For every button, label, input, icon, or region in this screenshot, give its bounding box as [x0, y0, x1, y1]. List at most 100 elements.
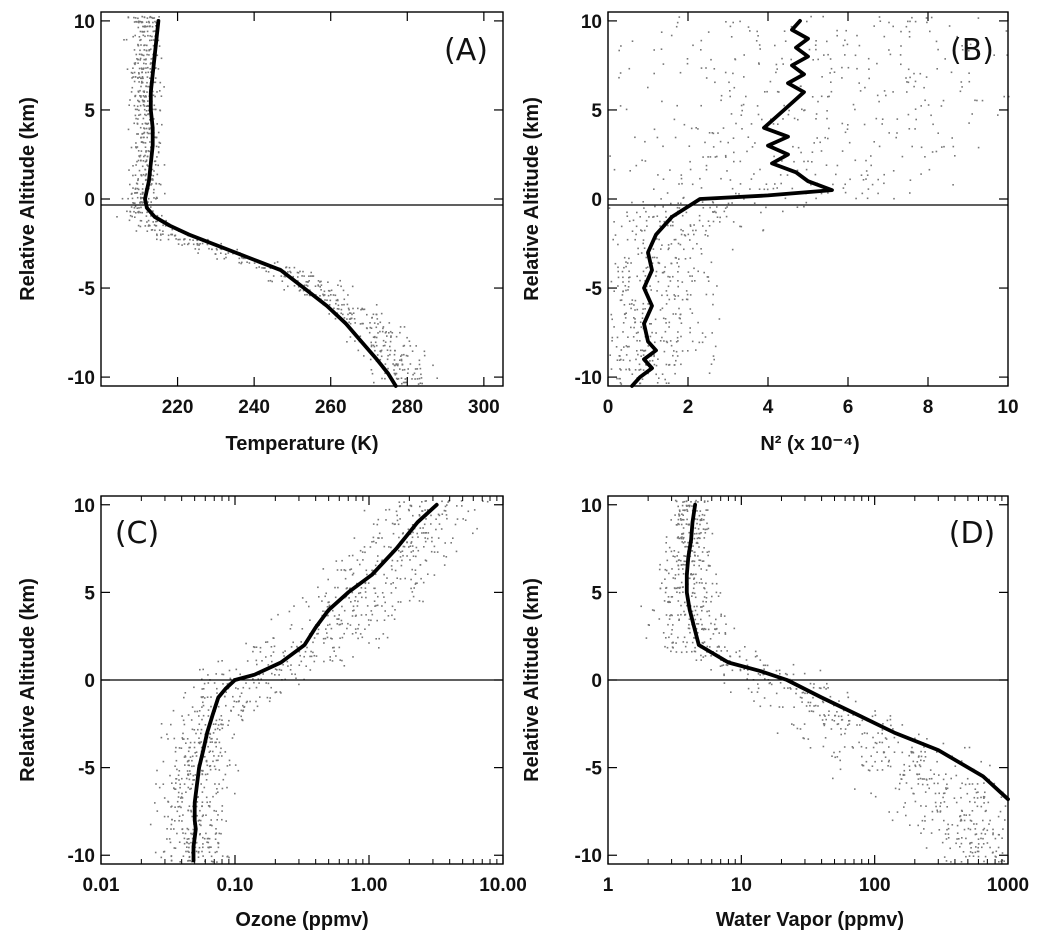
scatter-point [838, 750, 841, 753]
scatter-point [170, 823, 173, 826]
scatter-point [201, 850, 203, 853]
scatter-point [623, 256, 626, 259]
scatter-point [402, 545, 405, 548]
scatter-point [133, 207, 136, 209]
scatter-point [702, 560, 705, 562]
scatter-point [391, 522, 394, 525]
scatter-point [414, 368, 417, 370]
scatter-point [661, 336, 663, 339]
scatter-point [301, 597, 304, 599]
scatter-point [680, 651, 683, 654]
scatter-point [692, 573, 695, 576]
scatter-point [674, 136, 677, 139]
scatter-point [716, 646, 719, 648]
scatter-point [761, 118, 763, 121]
scatter-point [226, 786, 228, 789]
scatter-point [402, 345, 405, 347]
scatter-point [930, 114, 932, 117]
scatter-point [840, 715, 843, 718]
scatter-point [291, 673, 293, 675]
scatter-point [689, 327, 691, 329]
scatter-point [971, 783, 974, 785]
scatter-point [734, 58, 736, 60]
scatter-point [193, 746, 196, 749]
scatter-point [635, 332, 638, 334]
scatter-point [153, 118, 155, 120]
scatter-point [133, 62, 136, 65]
scatter-point [182, 738, 184, 740]
scatter-point [942, 778, 945, 781]
scatter-point [382, 327, 384, 330]
scatter-point [196, 244, 199, 246]
scatter-point [715, 591, 718, 594]
scatter-point [187, 859, 190, 862]
scatter-point [194, 710, 196, 713]
scatter-point [995, 856, 997, 858]
scatter-point [152, 30, 155, 33]
scatter-point [940, 802, 942, 804]
scatter-point [1001, 859, 1004, 862]
scatter-point [692, 247, 694, 250]
scatter-point [828, 710, 830, 712]
scatter-point [815, 118, 817, 120]
scatter-point [147, 197, 150, 200]
scatter-point [242, 257, 245, 260]
scatter-point [707, 527, 710, 530]
scatter-point [716, 285, 718, 287]
scatter-point [134, 192, 137, 194]
scatter-point [1008, 95, 1010, 98]
scatter-point [638, 369, 640, 371]
scatter-point [202, 701, 204, 704]
scatter-point [221, 660, 223, 662]
scatter-point [456, 518, 459, 520]
scatter-point [637, 331, 639, 334]
scatter-point [700, 67, 703, 69]
scatter-point [692, 587, 695, 590]
scatter-point [228, 669, 231, 672]
scatter-point [873, 141, 875, 143]
scatter-point [920, 105, 922, 107]
scatter-point [969, 800, 971, 803]
x-tick-label: 220 [162, 397, 194, 418]
scatter-point [383, 596, 385, 598]
scatter-point [672, 224, 674, 227]
scatter-point [259, 646, 262, 649]
scatter-point [404, 381, 406, 384]
scatter-point [338, 623, 341, 626]
scatter-point [153, 17, 156, 19]
scatter-point [676, 206, 679, 209]
x-tick-label: 10.00 [479, 875, 527, 896]
scatter-point [207, 841, 210, 844]
scatter-point [651, 609, 654, 611]
scatter-point [947, 833, 950, 835]
scatter-point [209, 824, 212, 826]
scatter-point [154, 164, 157, 166]
scatter-point [311, 275, 314, 277]
scatter-point [324, 637, 327, 640]
scatter-point [666, 341, 669, 344]
scatter-point [811, 96, 814, 98]
scatter-point [912, 760, 915, 763]
scatter-point [416, 378, 419, 380]
scatter-point [897, 741, 899, 744]
scatter-point [946, 806, 948, 808]
scatter-point [693, 564, 695, 567]
scatter-point [182, 832, 184, 834]
scatter-point [812, 710, 815, 713]
scatter-point [751, 146, 754, 148]
scatter-point [464, 519, 467, 521]
scatter-point [149, 68, 152, 70]
scatter-point [406, 355, 409, 357]
scatter-point [938, 792, 940, 795]
scatter-point [919, 765, 922, 768]
scatter-point [863, 732, 866, 734]
scatter-point [891, 819, 894, 822]
scatter-point [352, 312, 355, 314]
y-tick-marks [608, 20, 1008, 378]
scatter-point [694, 280, 696, 282]
scatter-point [696, 537, 699, 540]
scatter-point [699, 510, 702, 512]
scatter-point [144, 142, 147, 144]
scatter-point [205, 814, 207, 816]
scatter-point [200, 783, 202, 785]
